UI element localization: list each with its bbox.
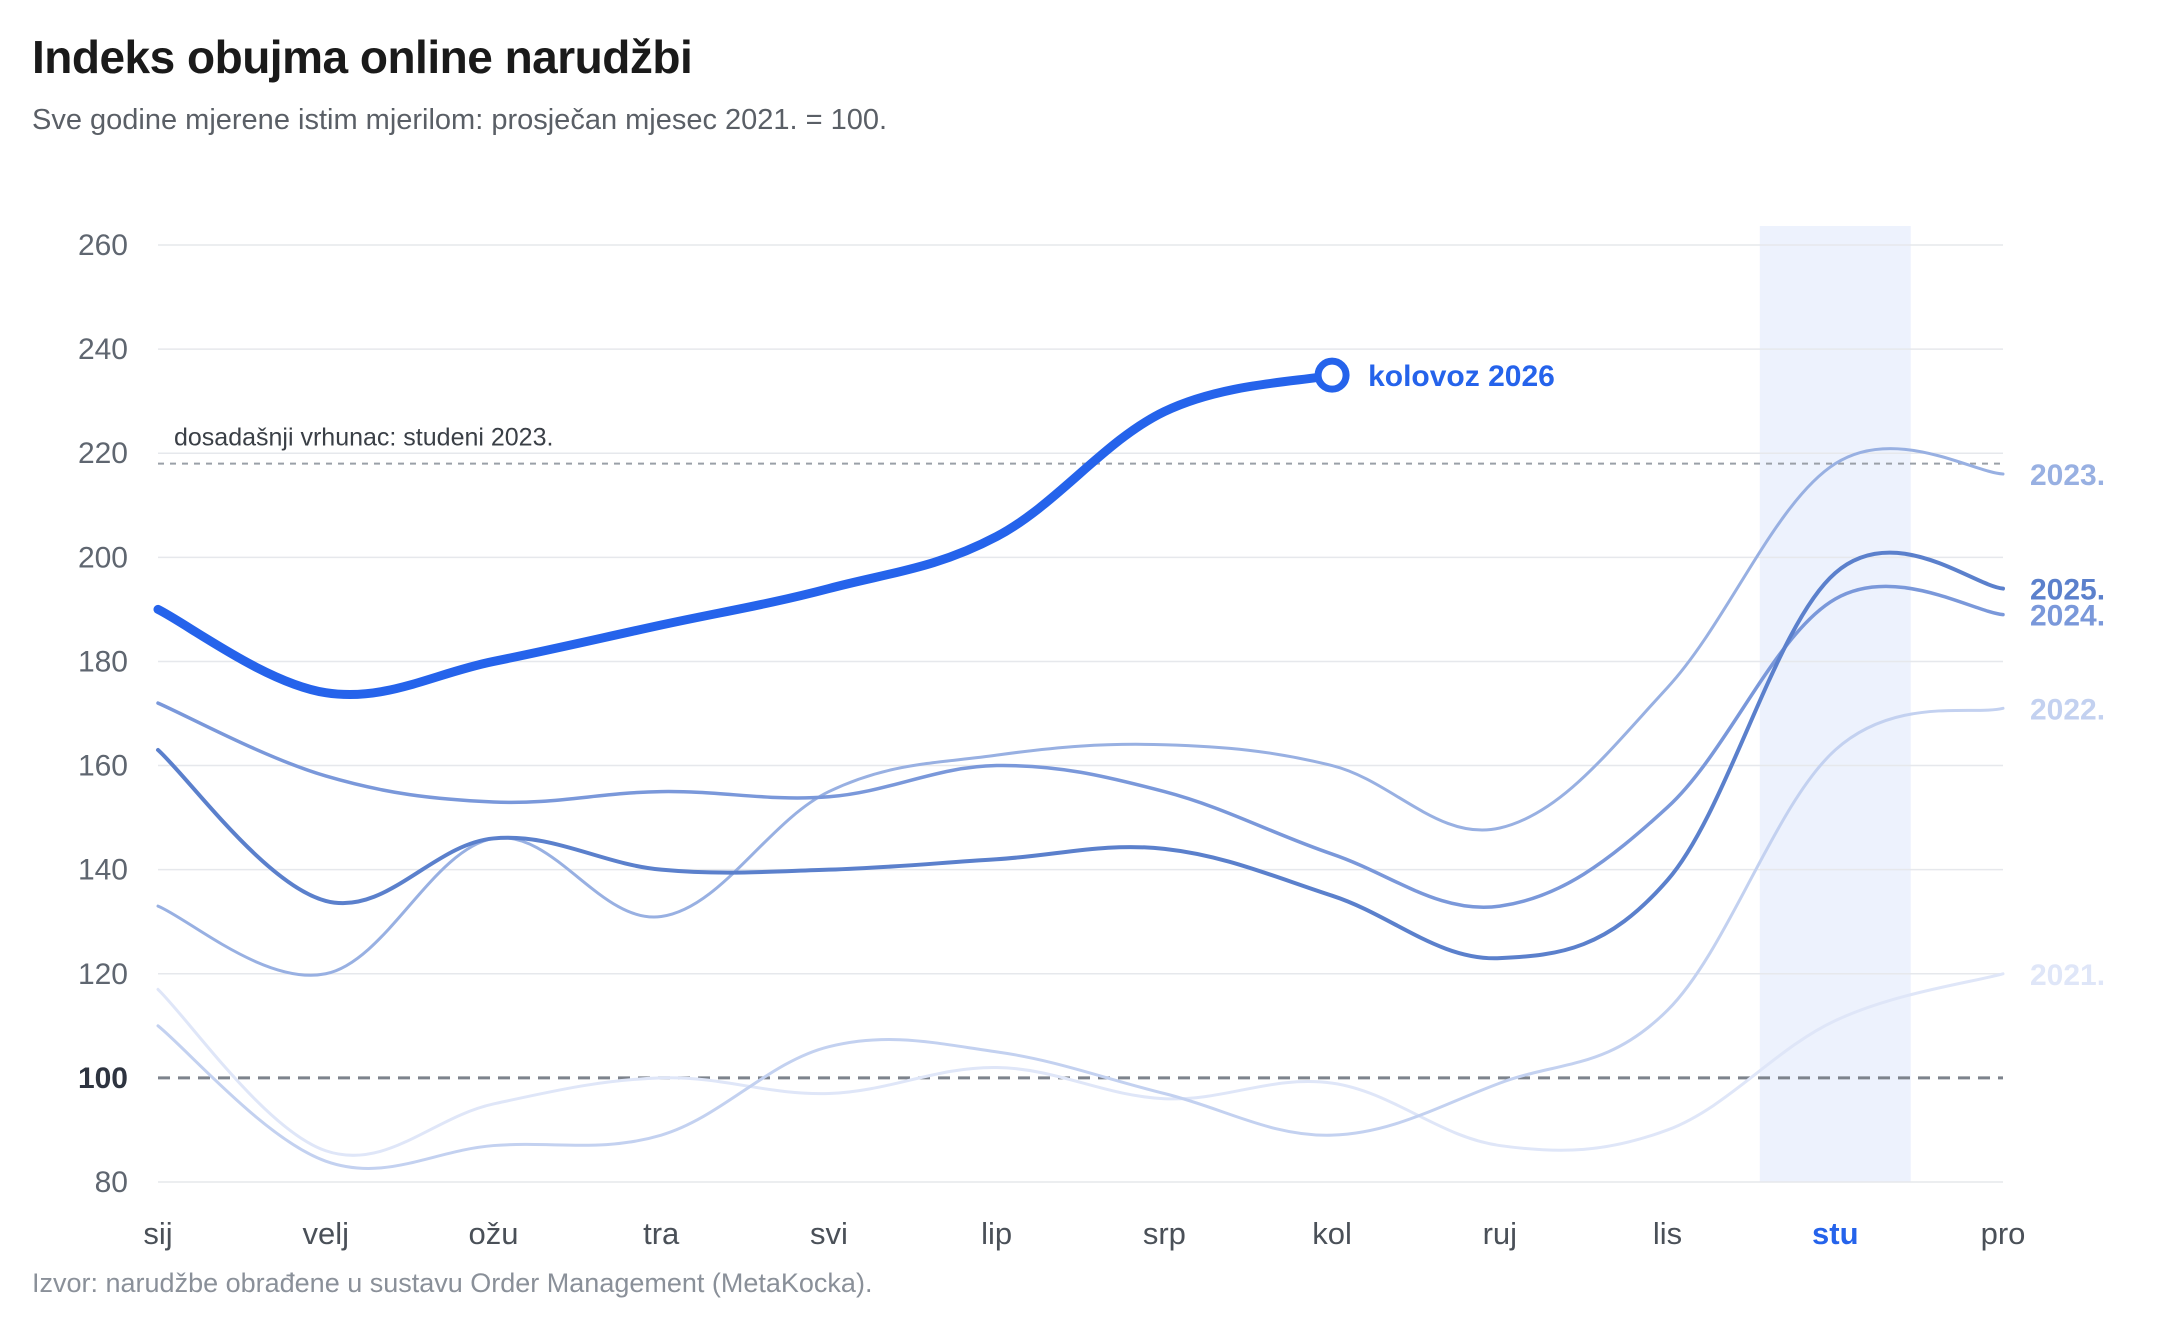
series-label: 2024. <box>2030 600 2105 633</box>
y-tick-label: 160 <box>78 750 128 783</box>
x-tick-label: lip <box>981 1216 1012 1251</box>
series-line-2024 <box>156 584 2005 909</box>
series-line-2021 <box>156 972 2005 1157</box>
highlight-band <box>1759 226 1911 1182</box>
y-tick-label: 200 <box>78 541 128 574</box>
series-line-2025 <box>156 550 2005 961</box>
series-label: 2021. <box>2030 959 2105 992</box>
x-tick-label: svi <box>810 1216 848 1251</box>
y-tick-label: 240 <box>78 333 128 366</box>
chart-title: Indeks obujma online narudžbi <box>32 31 693 83</box>
series-line-2023 <box>156 447 2005 977</box>
x-tick-label: lis <box>1653 1216 1682 1251</box>
chart-subtitle: Sve godine mjerene istim mjerilom: prosj… <box>32 104 888 136</box>
x-tick-label: tra <box>643 1216 680 1251</box>
x-tick-label: sij <box>143 1216 172 1251</box>
y-tick-label: 260 <box>78 229 128 262</box>
x-tick-label: kol <box>1312 1216 1352 1251</box>
x-tick-label: srp <box>1143 1216 1186 1251</box>
series-line-2022 <box>156 706 2005 1170</box>
y-tick-label: 80 <box>95 1166 128 1199</box>
series-line-2026 <box>153 370 1337 700</box>
y-tick-label: 140 <box>78 854 128 887</box>
source-note: Izvor: narudžbe obrađene u sustavu Order… <box>32 1268 873 1298</box>
reference-line-label: dosadašnji vrhunac: studeni 2023. <box>174 424 553 452</box>
y-tick-label: 100 <box>78 1062 128 1095</box>
x-tick-label: ožu <box>468 1216 518 1251</box>
series-label: 2023. <box>2030 459 2105 492</box>
y-tick-label: 220 <box>78 437 128 470</box>
x-tick-label: stu <box>1812 1216 1859 1251</box>
x-tick-label: velj <box>302 1216 349 1251</box>
y-tick-label: 180 <box>78 645 128 678</box>
x-tick-label: pro <box>1981 1216 2026 1251</box>
series-label: 2025. <box>2030 574 2105 607</box>
y-tick-label: 120 <box>78 958 128 991</box>
current-series-label: kolovoz 2026 <box>1368 360 1555 393</box>
x-tick-label: ruj <box>1483 1216 1517 1251</box>
series-label: 2022. <box>2030 693 2105 726</box>
current-point-marker <box>1314 357 1350 393</box>
